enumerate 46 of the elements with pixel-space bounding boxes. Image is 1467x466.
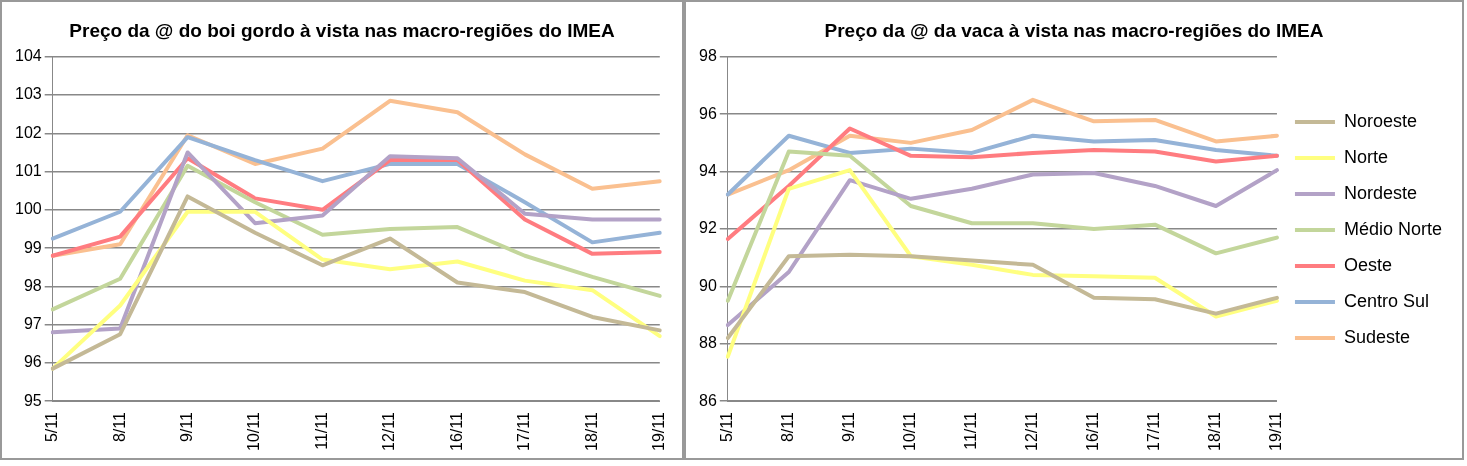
- x-tick-label: 10/11: [901, 412, 919, 452]
- y-tick-label: 100: [14, 200, 42, 218]
- x-tick-label: 17/11: [1145, 412, 1163, 452]
- x-tick-label: 5/11: [43, 412, 61, 443]
- x-tick-label: 11/11: [962, 412, 980, 450]
- y-tick-label: 104: [14, 47, 42, 65]
- x-tick-label: 8/11: [110, 412, 128, 443]
- x-tick-label: 18/11: [582, 412, 600, 452]
- legend-label: Médio Norte: [1343, 218, 1442, 239]
- x-tick-label: 19/11: [650, 412, 668, 452]
- legend-label: Centro Sul: [1343, 290, 1429, 311]
- y-tick-label: 90: [699, 276, 717, 294]
- x-tick-label: 11/11: [312, 412, 330, 450]
- legend-label: Noroeste: [1343, 110, 1417, 131]
- x-tick-label: 19/11: [1267, 412, 1285, 452]
- chart-title: Preço da @ do boi gordo à vista nas macro-regiões do IMEA: [69, 19, 615, 41]
- y-tick-label: 94: [699, 161, 717, 179]
- y-tick-label: 102: [14, 123, 42, 141]
- chart-title: Preço da @ da vaca à vista nas macro-regiões do IMEA: [824, 19, 1324, 41]
- y-tick-label: 103: [14, 85, 42, 103]
- x-tick-label: 18/11: [1206, 412, 1224, 452]
- y-tick-label: 96: [699, 104, 717, 122]
- x-tick-label: 12/11: [380, 412, 398, 452]
- y-tick-label: 98: [699, 47, 717, 65]
- x-tick-label: 10/11: [245, 412, 263, 452]
- y-tick-label: 99: [23, 238, 42, 256]
- y-tick-label: 101: [14, 161, 42, 179]
- x-tick-label: 9/11: [178, 412, 196, 443]
- x-tick-label: 9/11: [840, 412, 858, 443]
- y-tick-label: 96: [23, 353, 42, 371]
- x-tick-label: 16/11: [1084, 412, 1102, 452]
- legend-label: Norte: [1343, 146, 1388, 167]
- legend-label: Nordeste: [1343, 182, 1417, 203]
- x-tick-label: 12/11: [1023, 412, 1041, 452]
- y-tick-label: 98: [23, 276, 42, 294]
- x-tick-label: 16/11: [447, 412, 465, 452]
- x-tick-label: 5/11: [718, 412, 736, 443]
- y-tick-label: 92: [699, 219, 717, 237]
- y-tick-label: 95: [23, 391, 42, 409]
- legend-label: Sudeste: [1343, 326, 1411, 347]
- y-tick-label: 97: [23, 315, 42, 333]
- y-tick-label: 88: [699, 334, 717, 352]
- x-tick-label: 17/11: [515, 412, 533, 452]
- legend-label: Oeste: [1343, 254, 1392, 275]
- y-tick-label: 86: [699, 391, 717, 409]
- x-tick-label: 8/11: [779, 412, 797, 443]
